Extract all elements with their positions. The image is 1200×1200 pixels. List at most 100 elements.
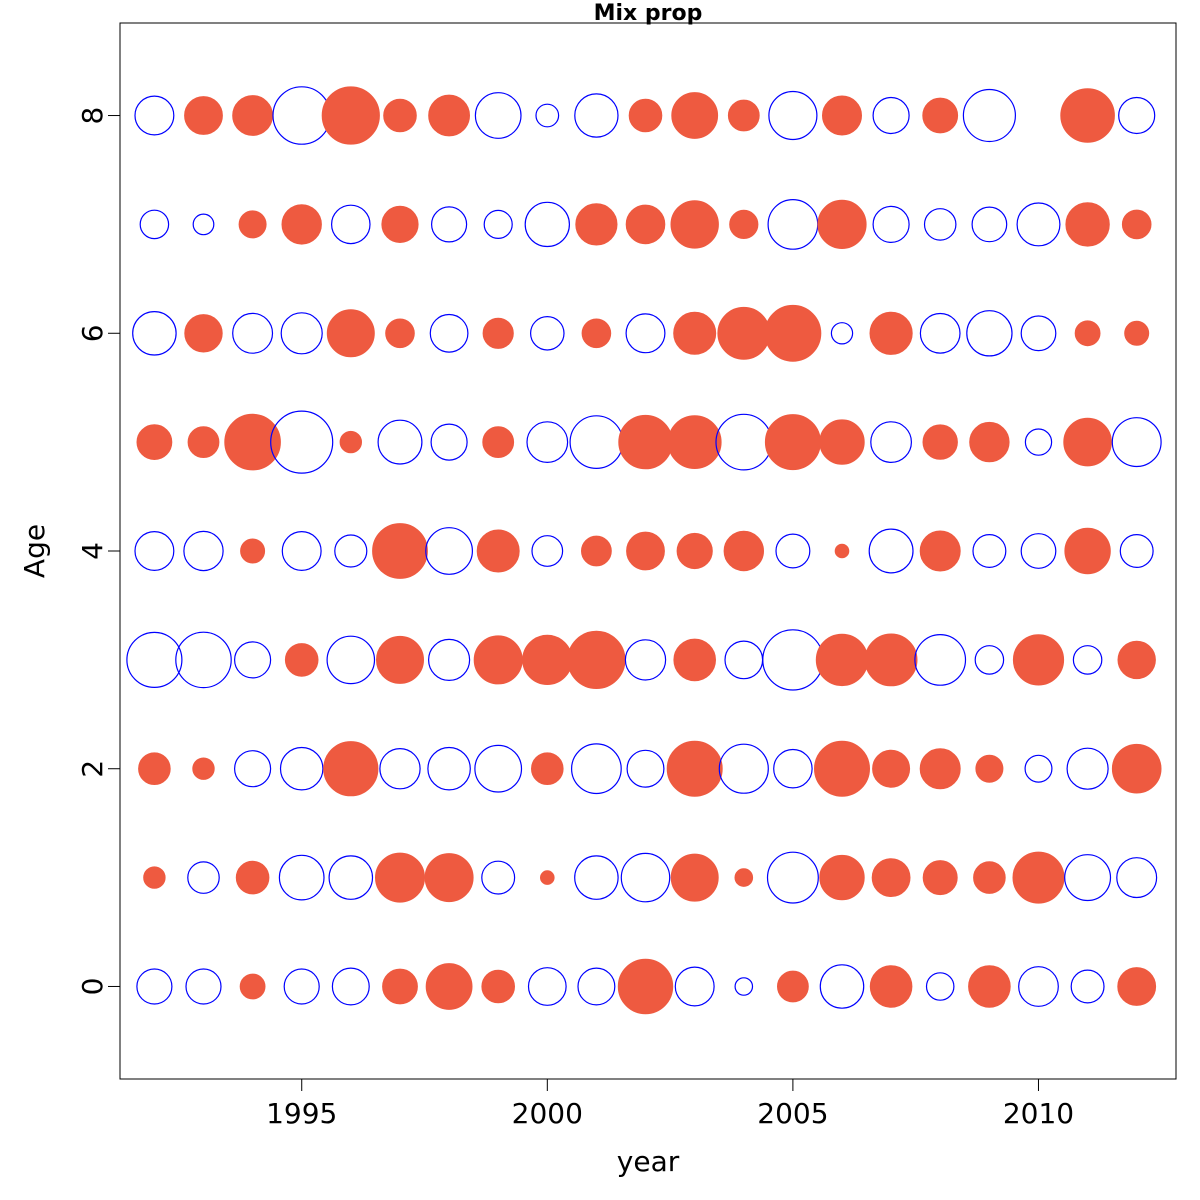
bubble-negative (431, 206, 468, 243)
bubble-positive (1064, 527, 1111, 575)
bubble-negative (331, 967, 370, 1006)
bubble-positive (922, 424, 958, 460)
bubble-negative (868, 528, 914, 574)
bubble-positive (819, 854, 865, 901)
bubble-negative (914, 634, 967, 686)
bubble-negative (1064, 854, 1112, 902)
bubble-positive (666, 740, 723, 797)
bubble-positive (673, 311, 717, 355)
bubble-negative (1020, 533, 1057, 569)
x-axis-label: year (617, 1145, 680, 1178)
bubble-positive (372, 523, 428, 579)
bubble-positive (522, 634, 573, 686)
bubble-positive (385, 318, 415, 349)
bubble-positive (973, 861, 1006, 894)
bubble-negative (428, 638, 471, 682)
bubble-negative (527, 967, 567, 1006)
bubble-negative (971, 206, 1008, 243)
bubble-positive (473, 635, 523, 685)
bubble-positive (968, 965, 1011, 1008)
bubble-negative (187, 861, 220, 894)
bubble-negative (569, 415, 624, 470)
bubble-positive (922, 97, 959, 134)
bubble-negative (1111, 417, 1162, 468)
bubble-negative (1020, 315, 1057, 352)
bubble-negative (526, 421, 569, 464)
bubble-negative (974, 645, 1005, 675)
bubble-negative (1018, 966, 1059, 1007)
bubble-negative (474, 744, 523, 793)
bubble-negative (283, 968, 320, 1005)
bubble-negative (624, 639, 667, 681)
bubble-positive (136, 424, 173, 461)
bubble-negative (966, 310, 1013, 357)
bubble-positive (326, 309, 375, 358)
bubble-negative (718, 743, 769, 794)
bubble-positive (530, 752, 564, 785)
bubble-positive (323, 741, 379, 797)
bubble-positive (671, 92, 719, 139)
x-tick-label: 2005 (757, 1097, 828, 1130)
bubble-negative (724, 640, 764, 680)
bubble-negative (535, 103, 560, 128)
bubble-negative (474, 92, 522, 139)
bubble-negative (232, 312, 274, 354)
bubble-positive (476, 529, 520, 573)
bubble-positive (670, 200, 719, 249)
bubble-negative (773, 748, 813, 789)
bubble-negative (574, 93, 619, 138)
bubble-negative (972, 533, 1007, 568)
bubble-negative (1072, 645, 1103, 675)
bubble-positive (626, 531, 665, 571)
bubble-positive (817, 199, 867, 249)
bubble-negative (674, 966, 715, 1007)
bubble-negative (1070, 969, 1105, 1004)
bubble-positive (813, 740, 870, 797)
bubble-negative (280, 312, 323, 355)
bubble-positive (864, 633, 918, 687)
bubble-positive (871, 858, 911, 897)
bubble-negative (183, 530, 224, 572)
bubble-negative (281, 530, 322, 571)
bubble-negative (574, 855, 619, 900)
bubble-negative (1024, 754, 1053, 783)
bubble-negative (126, 631, 183, 689)
bubble-negative (1024, 428, 1053, 456)
bubble-negative (872, 96, 910, 135)
bubble-positive (734, 868, 754, 887)
bubble-negative (279, 746, 324, 791)
bubble-negative (1016, 202, 1061, 247)
bubble-negative (768, 90, 818, 141)
bubble-positive (143, 866, 166, 889)
bubble-positive (1121, 209, 1152, 240)
bubble-negative (330, 204, 371, 245)
bubble-positive (192, 757, 215, 780)
bubble-positive (383, 98, 417, 133)
bubble-negative (625, 313, 666, 354)
bubble-positive (381, 205, 419, 243)
bubble-negative (185, 968, 222, 1005)
bubble-negative (571, 743, 622, 795)
bubble-positive (482, 426, 515, 459)
bubble-negative (923, 208, 957, 241)
bubble-positive (425, 963, 473, 1010)
bubble-negative (919, 312, 961, 354)
bubble-negative (524, 201, 571, 248)
bubble-negative (531, 535, 564, 567)
bubble-positive (922, 860, 958, 896)
bubble-positive (673, 638, 717, 682)
bubble-positive (184, 314, 223, 353)
bubble-positive (1012, 851, 1065, 904)
bubble-positive (1124, 320, 1150, 346)
bubble-positive (1074, 320, 1101, 347)
bubble-negative (1116, 857, 1158, 899)
bubble-positive (382, 968, 418, 1005)
bubble-negative (270, 410, 334, 474)
x-axis: 1995 2000 2005 2010 (266, 1079, 1074, 1130)
chart-title: Mix prop (594, 1, 703, 26)
bubble-negative (234, 750, 272, 788)
bubble-negative (762, 629, 824, 691)
bubble-positive (727, 99, 760, 132)
bubble-positive (375, 852, 426, 903)
